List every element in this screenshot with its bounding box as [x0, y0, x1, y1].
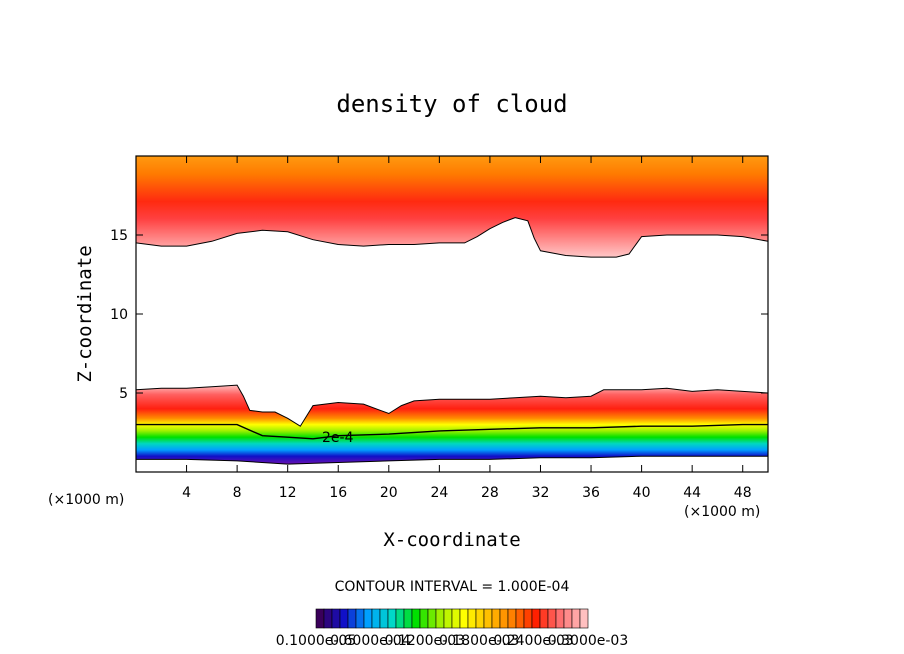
colorbar-segment — [379, 608, 389, 629]
contour-line-lower-cloud-base — [136, 455, 768, 465]
colorbar-segment — [451, 608, 461, 629]
colorbar — [315, 608, 589, 629]
x-tick-label: 24 — [430, 485, 448, 501]
colorbar-tick-label: 0.3000e-03 — [548, 633, 628, 649]
x-tick-label: 32 — [532, 485, 550, 501]
colorbar-segment — [523, 608, 533, 629]
colorbar-segment — [339, 608, 349, 629]
x-tick-label: 40 — [633, 485, 651, 501]
x-tick-label: 4 — [182, 485, 191, 501]
lower-cloud-fill — [136, 385, 768, 465]
colorbar-segment — [539, 608, 549, 629]
y-axis-label: Z-coordinate — [74, 245, 96, 382]
colorbar-segment — [491, 608, 501, 629]
colorbar-segment — [563, 608, 573, 629]
colorbar-segment — [355, 608, 365, 629]
x-unit-left: (×1000 m) — [48, 492, 124, 508]
colorbar-tick-label: 0.1000e-05 — [276, 633, 356, 649]
x-axis-label: X-coordinate — [383, 529, 520, 551]
contour-label: 2e-4 — [322, 430, 354, 446]
x-tick-label: 16 — [329, 485, 347, 501]
y-tick-label: 5 — [119, 386, 128, 402]
y-tick-label: 15 — [110, 228, 128, 244]
contour-line-lower-cloud-top — [136, 384, 768, 427]
colorbar-segment — [443, 608, 453, 629]
x-tick-label: 44 — [683, 485, 701, 501]
colorbar-tick-label: 0.6000e-04 — [330, 633, 411, 649]
x-tick-label: 12 — [279, 485, 297, 501]
x-tick-label: 28 — [481, 485, 499, 501]
colorbar-segment — [571, 608, 581, 629]
colorbar-tick-label: 0.2400e-03 — [493, 633, 573, 649]
colorbar-segment — [323, 608, 333, 629]
colorbar-segment — [555, 608, 565, 629]
colorbar-segment — [331, 608, 341, 629]
contour-line-upper-cloud-base — [136, 217, 768, 258]
colorbar-segment — [403, 608, 413, 629]
x-unit-right: (×1000 m) — [684, 504, 760, 520]
colorbar-segment — [475, 608, 485, 629]
contour-interval-text: CONTOUR INTERVAL = 1.000E-04 — [335, 579, 570, 595]
plot-area — [136, 156, 768, 472]
x-tick-label: 8 — [233, 485, 242, 501]
colorbar-segment — [579, 608, 589, 629]
colorbar-segment — [467, 608, 477, 629]
colorbar-segment — [347, 608, 357, 629]
colorbar-segment — [363, 608, 373, 629]
x-tick-label: 20 — [380, 485, 398, 501]
chart-title: density of cloud — [336, 90, 567, 118]
colorbar-segment — [547, 608, 557, 629]
colorbar-segment — [435, 608, 445, 629]
colorbar-segment — [387, 608, 397, 629]
colorbar-segment — [531, 608, 541, 629]
colorbar-segment — [427, 608, 437, 629]
colorbar-segment — [371, 608, 381, 629]
colorbar-segment — [515, 608, 525, 629]
colorbar-tick-label: 0.1200e-03 — [385, 633, 465, 649]
colorbar-segment — [315, 608, 325, 629]
colorbar-segment — [459, 608, 469, 629]
x-tick-label: 36 — [582, 485, 600, 501]
upper-cloud-fill — [136, 156, 768, 258]
colorbar-segment — [507, 608, 517, 629]
colorbar-tick-label: 0.1800e-03 — [439, 633, 519, 649]
contour-line-2e-4-contour — [136, 423, 768, 440]
colorbar-segment — [483, 608, 493, 629]
y-tick-label: 10 — [110, 307, 128, 323]
colorbar-segment — [395, 608, 405, 629]
colorbar-segment — [499, 608, 509, 629]
colorbar-segment — [419, 608, 429, 629]
x-tick-label: 48 — [734, 485, 752, 501]
colorbar-segment — [411, 608, 421, 629]
